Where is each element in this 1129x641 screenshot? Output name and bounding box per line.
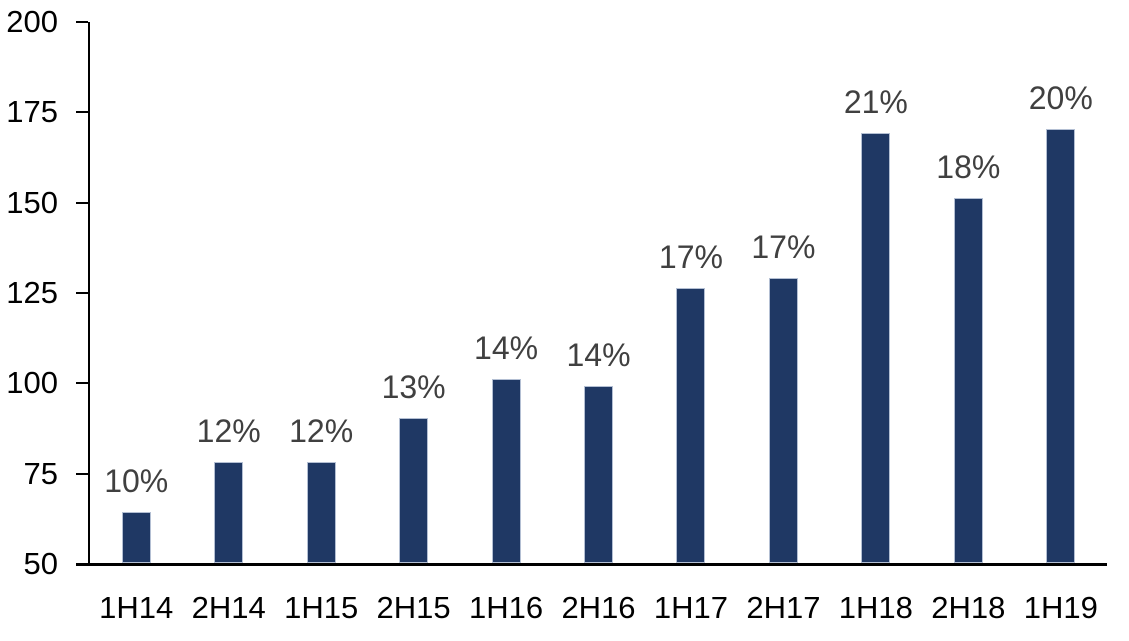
bar-value-label: 17% [658,239,723,276]
x-axis-line [76,563,1107,566]
bar [214,461,244,563]
bar-slot: 17% [645,22,737,563]
bar-slot: 14% [460,22,552,563]
plot-area: 10% 12% 12% 13% 14% 14% 17% 17% 21% 18% 20% [90,22,1107,563]
x-axis-tick-labels: 1H14 2H14 1H15 2H15 1H16 2H16 1H17 2H17 1H18 2H18… [90,591,1107,625]
bar-slot: 14% [552,22,644,563]
bar [953,198,983,563]
y-tick-mark [76,472,88,475]
x-tick-label: 1H15 [284,590,359,625]
y-tick-mark [76,382,88,385]
bar [768,277,798,563]
bar [1046,129,1076,563]
bar-slot: 21% [830,22,922,563]
x-tick-label: 2H18 [931,590,1006,625]
bar-value-label: 18% [936,149,1001,186]
bar-slot: 10% [90,22,182,563]
x-tick-label: 1H16 [468,590,544,625]
bar [306,461,336,563]
bar [583,385,613,563]
bar-value-label: 14% [474,329,539,366]
bar-slot: 13% [367,22,459,563]
bar-slot: 12% [182,22,274,563]
bar-value-label: 17% [751,228,816,265]
bar [121,512,151,563]
y-tick-label: 150 [6,184,58,220]
x-tick-label: 1H18 [838,590,913,625]
x-tick-label: 1H17 [653,590,728,625]
bar [491,378,521,563]
bar-value-label: 20% [1028,80,1093,117]
y-tick-mark [76,292,88,294]
x-tick-label: 2H17 [746,590,821,625]
bar-slot: 18% [922,22,1014,563]
bar-slot: 17% [737,22,829,563]
y-tick-label: 50 [23,546,58,581]
y-tick-label: 100 [6,365,58,401]
bar-value-label: 12% [289,412,354,449]
y-tick-mark [76,21,88,23]
bar [676,288,706,563]
y-axis-line [88,22,90,566]
y-tick-label: 75 [23,455,58,491]
bar-value-label: 13% [381,369,446,406]
x-tick-label: 2H16 [561,590,636,625]
bar [399,418,429,563]
y-tick-mark [76,111,88,114]
bar-value-label: 12% [196,412,261,449]
bar-slot: 12% [275,22,367,563]
x-tick-label: 1H14 [99,590,174,625]
x-tick-label: 2H14 [191,590,266,625]
bar-value-label: 14% [566,336,631,373]
x-tick-label: 1H19 [1023,590,1098,625]
bar-value-label: 21% [843,84,908,121]
x-tick-label: 2H15 [376,590,451,625]
bar-value-label: 10% [104,463,169,500]
y-tick-label: 175 [6,94,58,130]
bar [861,133,891,563]
y-tick-label: 125 [6,275,58,310]
bar-slot: 20% [1015,22,1107,563]
y-tick-mark [76,201,88,204]
y-tick-label: 200 [6,4,58,39]
